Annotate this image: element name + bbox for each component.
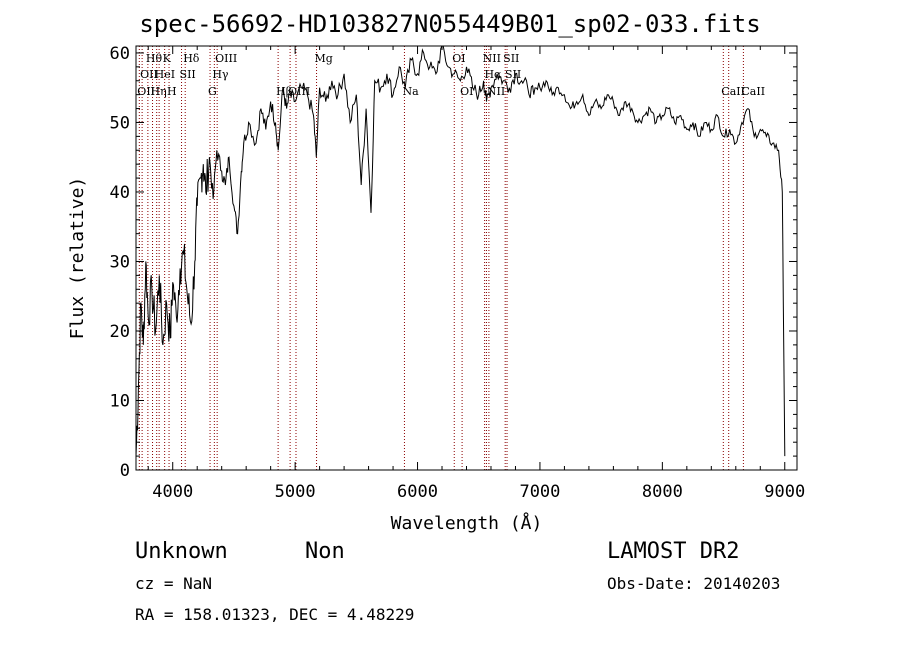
y-tick-label-2: 20 xyxy=(110,322,130,342)
redshift-cz: cz = NaN xyxy=(135,574,213,593)
ra-dec-coordinates: RA = 158.01323, DEC = 4.48229 xyxy=(135,605,415,624)
x-axis-label: Wavelength (Å) xyxy=(391,512,543,534)
line-label-9: Hδ xyxy=(183,52,200,65)
line-label-11: Hγ xyxy=(212,68,229,81)
emission-line-markers xyxy=(138,46,744,470)
line-label-21: Hα xyxy=(484,68,502,81)
x-tick-label-3: 7000 xyxy=(519,482,560,502)
y-axis-label: Flux (relative) xyxy=(67,177,88,340)
line-label-0: OII xyxy=(137,85,155,98)
plot-frame xyxy=(135,45,798,471)
line-label-7: H xyxy=(167,85,177,98)
line-label-25: CaII xyxy=(721,85,745,98)
line-label-2: Hθ xyxy=(146,52,163,65)
spectral-class: Unknown xyxy=(135,539,228,564)
line-label-8: SII xyxy=(180,68,196,81)
y-tick-label-6: 60 xyxy=(110,44,130,64)
survey-name: LAMOST DR2 xyxy=(607,539,740,564)
line-label-23: SII xyxy=(503,52,519,65)
line-label-20: NII xyxy=(483,52,501,65)
spectrum-line xyxy=(135,45,786,457)
y-tick-label-4: 40 xyxy=(110,183,130,203)
spectral-subclass: Non xyxy=(305,539,345,564)
chart-title: spec-56692-HD103827N055449B01_sp02-033.f… xyxy=(139,10,761,38)
y-tick-label-1: 10 xyxy=(110,391,130,411)
x-tick-label-5: 9000 xyxy=(764,482,805,502)
line-label-1: OII xyxy=(140,68,158,81)
line-label-19: OI xyxy=(460,85,473,98)
y-tick-label-5: 50 xyxy=(110,113,130,133)
x-tick-label-0: 4000 xyxy=(152,482,193,502)
line-label-12: OIII xyxy=(215,52,237,65)
line-label-22: NII xyxy=(487,85,505,98)
y-axis-ticks: 0 10 20 30 40 50 60 xyxy=(110,44,797,481)
line-label-3: Hη xyxy=(151,85,167,98)
emission-line-labels: OIIOIIHθHηHeIKHSIIHδGHγOIIIHβOIIIMgNaOIO… xyxy=(137,52,765,98)
line-label-18: OI xyxy=(452,52,465,65)
x-axis-ticks: 4000 5000 6000 7000 8000 9000 xyxy=(147,46,805,502)
observation-date: Obs-Date: 20140203 xyxy=(607,574,781,593)
y-tick-label-3: 30 xyxy=(110,252,130,272)
line-label-27: CaII xyxy=(741,85,765,98)
line-label-6: K xyxy=(163,52,172,65)
x-tick-label-2: 6000 xyxy=(397,482,438,502)
line-label-10: G xyxy=(208,85,217,98)
y-tick-label-0: 0 xyxy=(120,461,130,481)
line-label-17: Na xyxy=(402,85,419,98)
x-tick-label-4: 8000 xyxy=(642,482,683,502)
x-tick-label-1: 5000 xyxy=(275,482,316,502)
line-label-4: HeI xyxy=(155,68,175,81)
line-label-16: Mg xyxy=(315,52,333,65)
